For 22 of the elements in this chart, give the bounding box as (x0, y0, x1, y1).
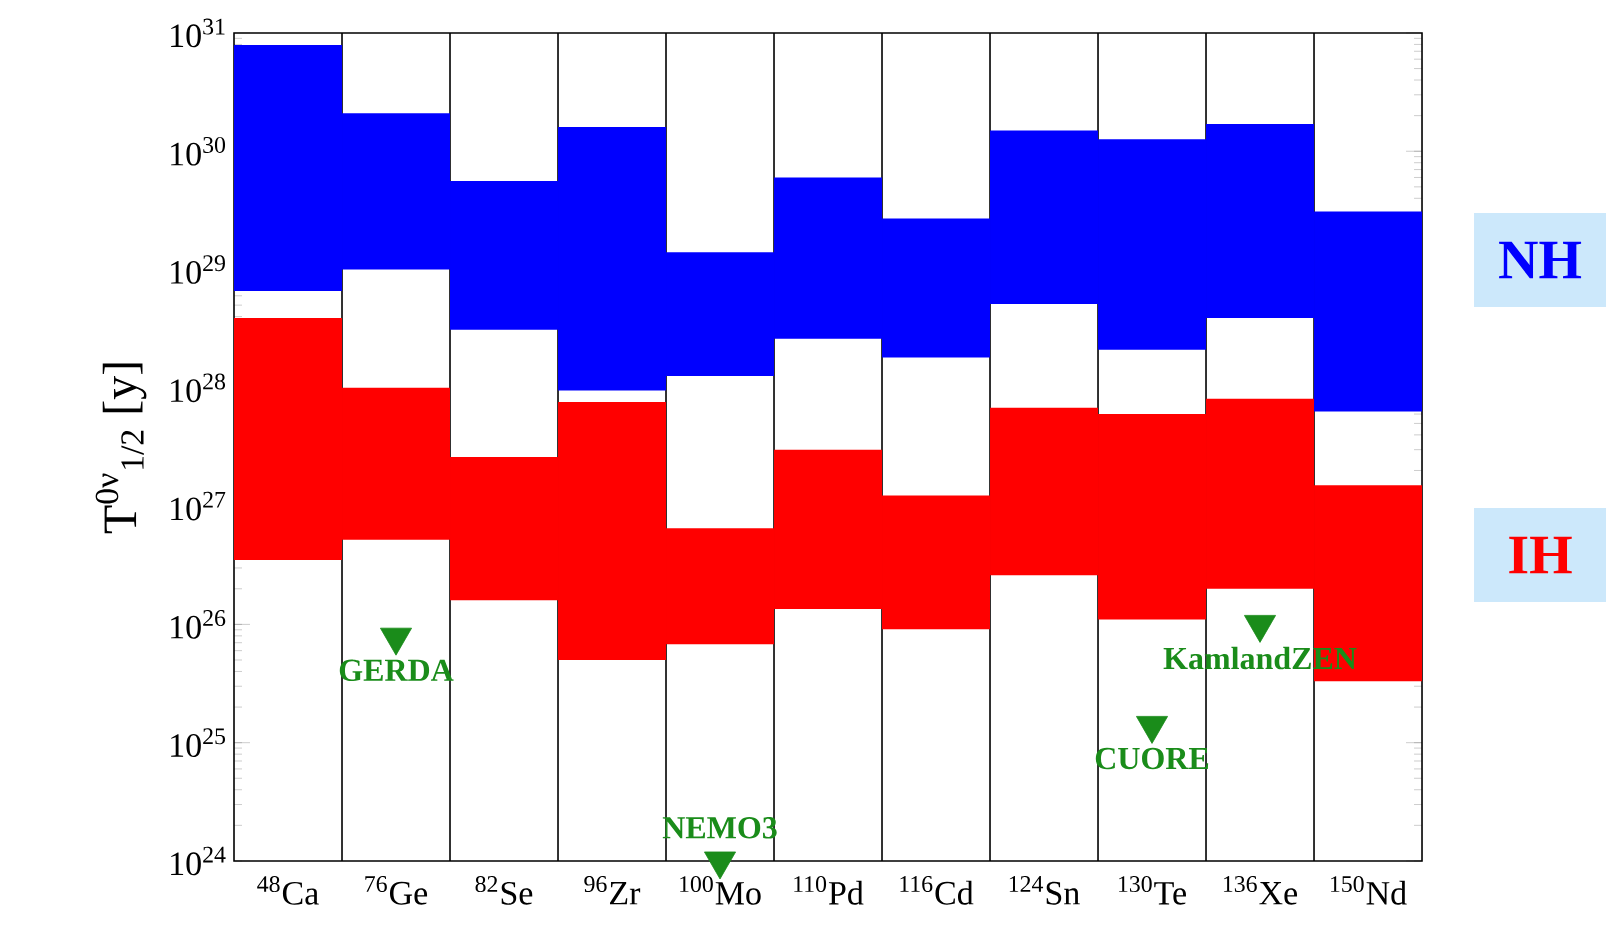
y-axis-title: T$^{0ν}$$_{1/2}$ [y] (95, 363, 147, 534)
x-tick-label: $^{136}$Xe (1223, 876, 1298, 905)
y-tick-label: 10$^{26}$ (171, 610, 226, 639)
x-tick-label: $^{150}$Nd (1330, 876, 1407, 905)
x-tick-label: $^{48}$Ca (257, 876, 319, 905)
x-tick-label: $^{96}$Zr (584, 876, 641, 905)
x-tick-label: $^{124}$Sn (1009, 876, 1080, 905)
y-tick-label: 10$^{25}$ (171, 728, 226, 758)
y-tick-label: 10$^{28}$ (171, 373, 226, 403)
x-tick-label: $^{130}$Te (1119, 876, 1186, 905)
x-tick-label: $^{100}$Mo (680, 876, 761, 905)
x-tick-label: $^{76}$Ge (365, 876, 428, 905)
y-tick-label: 10$^{30}$ (171, 136, 226, 166)
series-label: IH (1509, 536, 1572, 574)
y-tick-label: 10$^{27}$ (171, 491, 226, 521)
x-tick-label: $^{116}$Cd (900, 876, 974, 905)
y-tick-label: 10$^{24}$ (171, 846, 226, 876)
series-label: NH (1499, 241, 1582, 279)
x-tick-label: $^{110}$Pd (794, 876, 864, 905)
y-tick-label: 10$^{29}$ (171, 255, 225, 284)
y-tick-label: 10$^{31}$ (171, 18, 225, 48)
x-tick-label: $^{82}$Se (475, 876, 533, 905)
